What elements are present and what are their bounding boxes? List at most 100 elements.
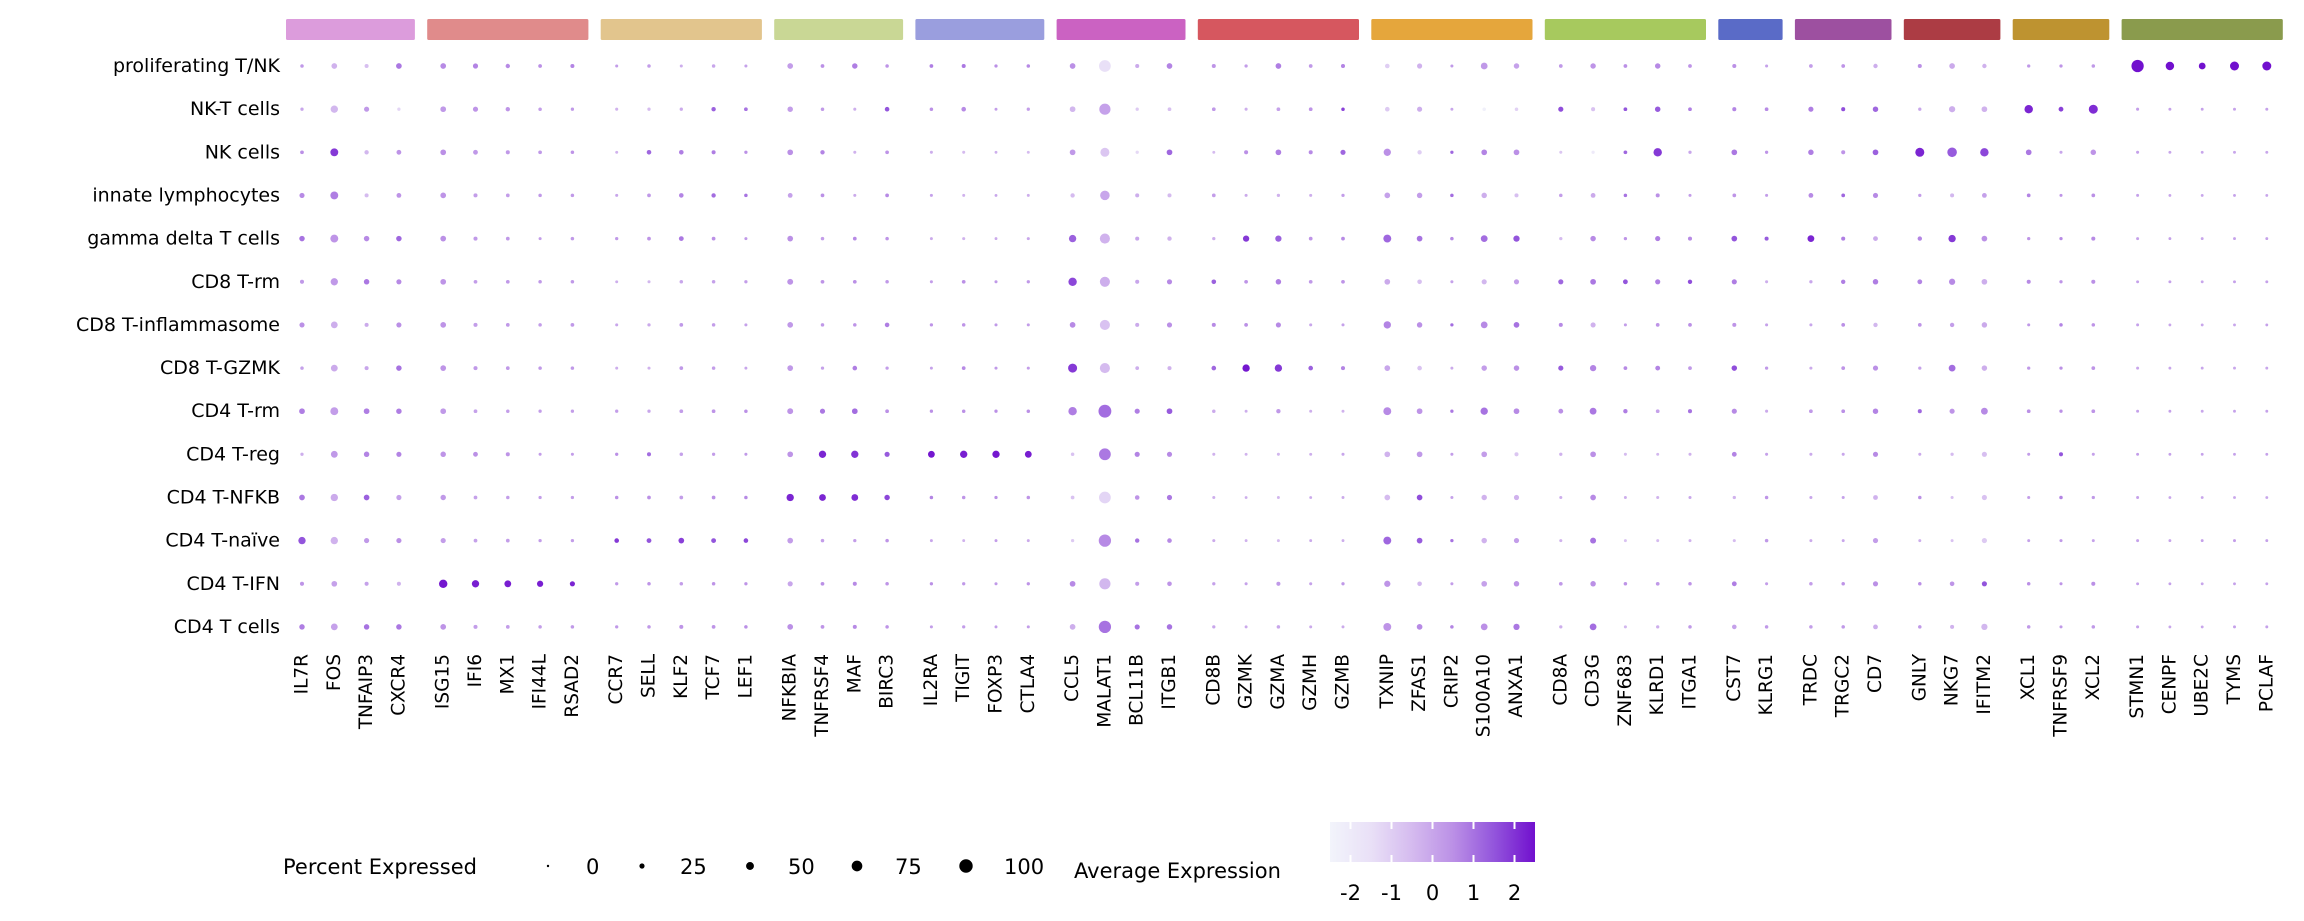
expression-dot bbox=[1558, 581, 1563, 586]
expression-dot bbox=[1590, 537, 1597, 544]
expression-dot bbox=[929, 150, 933, 154]
expression-dot bbox=[2168, 107, 2172, 111]
expression-dot bbox=[1166, 279, 1173, 285]
expression-dot bbox=[569, 581, 575, 587]
expression-dot bbox=[820, 581, 825, 586]
expression-dot bbox=[473, 236, 478, 241]
expression-dot bbox=[1590, 451, 1596, 458]
expression-dot bbox=[440, 538, 446, 544]
expression-dot bbox=[1450, 538, 1454, 543]
expression-dot bbox=[1099, 103, 1111, 115]
expression-dot bbox=[787, 149, 794, 156]
gene-label: ANXA1 bbox=[1506, 654, 1527, 718]
expression-dot bbox=[1242, 364, 1250, 372]
expression-dot bbox=[1513, 538, 1520, 544]
expression-dot bbox=[2265, 539, 2269, 543]
expression-dot bbox=[538, 323, 542, 327]
expression-dot bbox=[1558, 322, 1563, 327]
expression-dot bbox=[615, 452, 619, 456]
expression-dot bbox=[1276, 107, 1281, 112]
expression-dot bbox=[1383, 321, 1391, 329]
expression-dot bbox=[1688, 495, 1692, 500]
expression-dot bbox=[538, 625, 542, 629]
expression-dot bbox=[1341, 452, 1345, 456]
expression-dot bbox=[1212, 582, 1216, 586]
expression-dot bbox=[1481, 580, 1488, 587]
expression-dot bbox=[1383, 234, 1392, 243]
expression-dot bbox=[1590, 494, 1596, 501]
expression-dot bbox=[647, 64, 651, 68]
expression-dot bbox=[1383, 407, 1392, 416]
gene-label: BIRC3 bbox=[877, 654, 898, 709]
expression-dot bbox=[440, 63, 447, 69]
expression-dot bbox=[1687, 279, 1693, 284]
expression-dot bbox=[2059, 64, 2063, 68]
expression-dot bbox=[438, 579, 448, 589]
expression-dot bbox=[2027, 323, 2031, 327]
expression-dot bbox=[1212, 409, 1216, 413]
expression-dot bbox=[396, 235, 402, 242]
expression-dot bbox=[787, 322, 794, 328]
gene-label: TCF7 bbox=[703, 654, 724, 701]
expression-dot bbox=[2131, 59, 2144, 73]
gene-group-bar bbox=[2121, 19, 2283, 40]
expression-dot bbox=[1244, 539, 1248, 543]
expression-dot bbox=[2233, 150, 2236, 154]
expression-dot bbox=[538, 150, 542, 155]
expression-dot bbox=[473, 149, 478, 155]
expression-dot bbox=[711, 409, 716, 414]
expression-dot bbox=[440, 149, 447, 156]
expression-dot bbox=[1026, 193, 1030, 197]
expression-dot bbox=[1069, 624, 1076, 630]
expression-dot bbox=[1513, 408, 1520, 415]
expression-dot bbox=[1167, 236, 1172, 241]
gene-label: TXNIP bbox=[1377, 654, 1398, 709]
expression-dot bbox=[1981, 106, 1988, 113]
gradient-tick-label: 1 bbox=[1467, 881, 1480, 905]
expression-dot bbox=[1918, 366, 1922, 370]
expression-dot bbox=[711, 236, 716, 241]
expression-dot bbox=[505, 193, 510, 198]
expression-dot bbox=[1341, 236, 1345, 241]
expression-dot bbox=[1275, 279, 1282, 285]
expression-dot bbox=[1309, 539, 1313, 543]
expression-dot bbox=[1872, 451, 1879, 457]
expression-dot bbox=[396, 365, 402, 371]
expression-dot bbox=[1068, 363, 1078, 373]
expression-dot bbox=[1981, 192, 1987, 198]
expression-dot bbox=[1341, 107, 1345, 111]
expression-dot bbox=[2027, 539, 2031, 543]
expression-dot bbox=[711, 582, 716, 586]
expression-dot bbox=[744, 582, 748, 586]
expression-dot bbox=[1276, 625, 1281, 629]
expression-dot bbox=[787, 365, 794, 371]
expression-dot bbox=[473, 409, 478, 414]
expression-dot bbox=[1623, 582, 1628, 586]
expression-dot bbox=[1765, 582, 1769, 586]
expression-dot bbox=[1275, 63, 1282, 69]
expression-dot bbox=[1341, 496, 1345, 499]
expression-dot bbox=[1732, 539, 1736, 543]
expression-dot bbox=[1383, 622, 1392, 631]
gene-label: KLRD1 bbox=[1647, 654, 1668, 715]
expression-dot bbox=[961, 366, 966, 370]
expression-dot bbox=[1980, 148, 1989, 157]
expression-dot bbox=[2265, 280, 2269, 284]
expression-dot bbox=[851, 494, 859, 501]
expression-dot bbox=[2168, 625, 2172, 629]
expression-dot bbox=[787, 537, 794, 544]
expression-dot bbox=[2233, 452, 2236, 456]
expression-dot bbox=[473, 279, 478, 284]
expression-dot bbox=[1450, 236, 1454, 241]
expression-dot bbox=[615, 366, 619, 370]
expression-dot bbox=[1949, 63, 1955, 69]
expression-dot bbox=[440, 365, 447, 371]
expression-dot bbox=[2168, 366, 2172, 370]
expression-dot bbox=[330, 148, 339, 157]
expression-dot bbox=[396, 192, 402, 198]
expression-dot bbox=[2230, 61, 2239, 71]
color-legend-title: Average Expression bbox=[1074, 859, 1281, 883]
expression-dot bbox=[1513, 494, 1520, 501]
expression-dot bbox=[615, 236, 619, 241]
expression-dot bbox=[1026, 625, 1030, 629]
